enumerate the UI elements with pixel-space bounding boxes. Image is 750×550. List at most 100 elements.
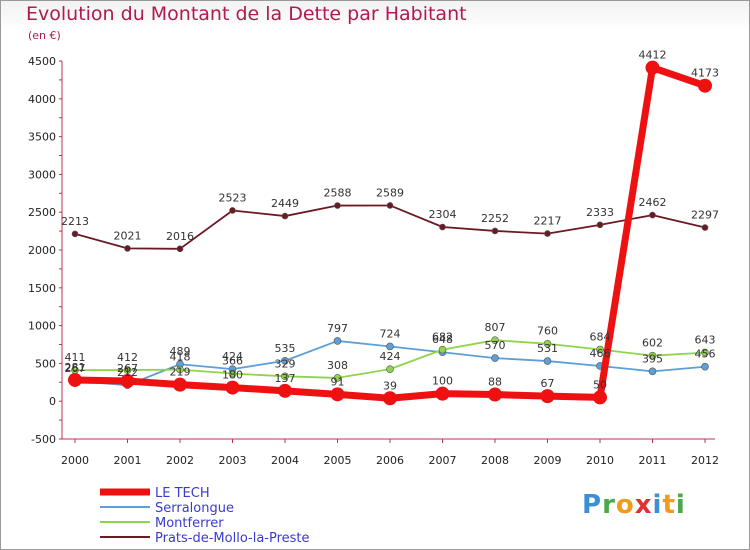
data-label: 466: [590, 347, 611, 360]
data-label: 308: [327, 359, 348, 372]
data-label: 2333: [586, 206, 614, 219]
data-point: [123, 366, 132, 374]
data-label: 267: [65, 362, 86, 375]
x-tick-label: 2011: [639, 454, 667, 467]
data-labels: 2213 2021 2016 2523 2449 2588 2589 2304 2252 2217…: [61, 49, 719, 393]
data-label: 39: [383, 379, 397, 392]
proxiti-logo: Proxiti: [582, 490, 686, 520]
x-tick-label: 2008: [481, 454, 509, 467]
data-label: 2297: [691, 209, 719, 222]
x-tick-label: 2003: [219, 454, 247, 467]
data-point: [281, 372, 289, 381]
logo-letter: o: [615, 490, 635, 520]
data-label: 643: [695, 334, 716, 347]
data-label: 366: [222, 355, 243, 368]
data-label: 807: [485, 321, 506, 334]
data-label: 219: [170, 366, 191, 379]
data-label: 137: [275, 372, 296, 385]
data-point: [281, 356, 289, 365]
data-label: 4173: [691, 67, 719, 80]
data-label: 329: [275, 357, 296, 370]
x-tick-label: 2006: [376, 454, 404, 467]
data-point: [596, 345, 604, 354]
data-point: [173, 377, 187, 392]
chart-title: Evolution du Montant de la Dette par Hab…: [26, 3, 467, 25]
data-point: [439, 223, 446, 231]
data-point: [225, 380, 240, 395]
data-label: 395: [642, 352, 663, 365]
y-tick-label: 2000: [28, 244, 56, 257]
data-point: [281, 212, 289, 220]
data-label: 602: [642, 337, 663, 350]
data-point: [383, 391, 397, 406]
data-label: 180: [222, 369, 243, 382]
data-label: 682: [432, 331, 453, 344]
series-layer: [68, 60, 712, 406]
data-point: [648, 351, 657, 360]
data-label: 2523: [219, 191, 247, 204]
data-label: 412: [117, 351, 138, 364]
data-point: [124, 245, 131, 252]
data-point: [596, 221, 604, 229]
y-tick-label: -500: [31, 433, 56, 446]
x-tick-label: 2001: [114, 454, 142, 467]
data-label: 50: [593, 378, 607, 391]
data-point: [701, 224, 709, 231]
data-label: 100: [432, 375, 453, 388]
y-tick-label: 4000: [28, 93, 56, 106]
data-point: [698, 78, 712, 93]
y-tick-label: 500: [35, 357, 56, 370]
data-label: 424: [222, 350, 243, 363]
data-point: [435, 386, 450, 401]
data-label: 2589: [376, 186, 404, 199]
y-tick-label: 3500: [28, 131, 56, 144]
data-point: [491, 336, 499, 344]
series-le-tech: [68, 60, 712, 406]
data-point: [491, 354, 499, 362]
data-label: 267: [117, 362, 138, 375]
data-label: 212: [117, 366, 138, 379]
data-point: [278, 383, 292, 398]
data-point: [330, 387, 345, 402]
data-point: [540, 389, 555, 404]
data-label: 535: [275, 342, 296, 355]
data-point: [386, 365, 394, 373]
data-label: 418: [170, 351, 191, 364]
data-label: 648: [432, 333, 453, 346]
logo-letter: x: [634, 490, 653, 520]
x-tick-label: 2000: [61, 454, 89, 467]
legend-label: Montferrer: [155, 516, 224, 531]
x-tick-label: 2010: [586, 454, 614, 467]
data-label: 2213: [61, 215, 89, 228]
data-label: 2462: [639, 196, 667, 209]
logo-letter: i: [652, 490, 663, 520]
data-label: 2252: [481, 212, 509, 225]
axes: -500 0 500 1000 1500 2000 2500 3000 3500 4000 4500…: [28, 55, 719, 467]
y-tick-label: 1000: [28, 320, 56, 333]
data-point: [701, 362, 709, 371]
data-point: [68, 372, 82, 387]
x-tick-label: 2002: [166, 454, 194, 467]
data-point: [648, 367, 657, 376]
logo-letter: r: [602, 490, 616, 520]
series-montferrer: [71, 336, 709, 382]
x-tick-label: 2012: [691, 454, 719, 467]
legend-label: Prats-de-Mollo-la-Preste: [155, 531, 310, 546]
x-tick-label: 2004: [271, 454, 299, 467]
x-tick-label: 2005: [324, 454, 352, 467]
data-label: 684: [590, 330, 611, 343]
x-tick-label: 2009: [534, 454, 562, 467]
legend-label: LE TECH: [155, 486, 210, 501]
data-label: 67: [541, 377, 555, 390]
data-point: [176, 245, 184, 253]
data-label: 2021: [114, 229, 142, 242]
data-point: [386, 202, 394, 209]
data-point: [701, 348, 709, 357]
data-label: 531: [537, 342, 558, 355]
chart-unit: (en €): [28, 29, 61, 42]
data-label: 91: [331, 375, 345, 388]
data-point: [333, 337, 342, 345]
y-tick-label: 3000: [28, 168, 56, 181]
data-label: 2304: [429, 208, 457, 221]
